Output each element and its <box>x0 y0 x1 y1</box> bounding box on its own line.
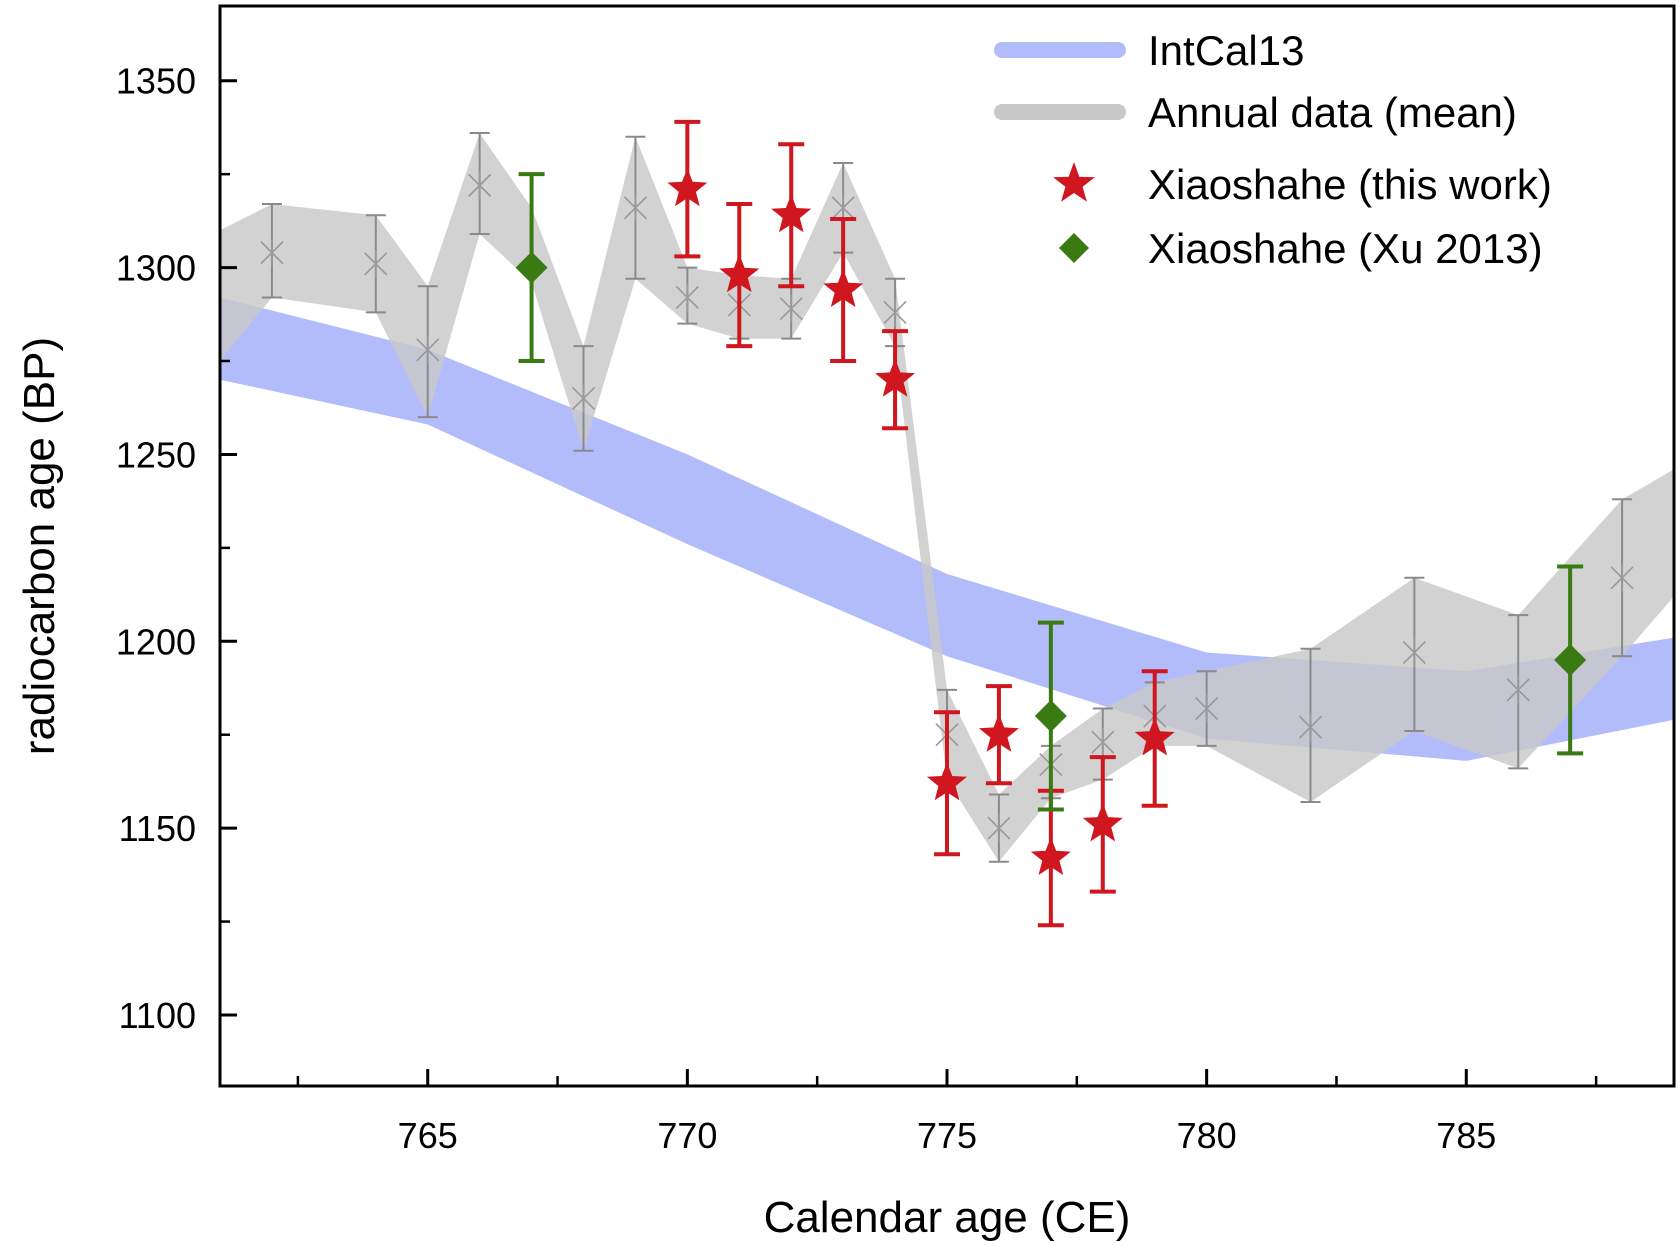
legend-label: Annual data (mean) <box>1148 89 1517 136</box>
y-tick-label: 1100 <box>119 995 196 1036</box>
annual-data-marker <box>1195 694 1219 723</box>
annual-data-marker <box>1610 563 1634 592</box>
x-tick-label: 770 <box>657 1115 717 1156</box>
y-tick-label: 1250 <box>116 434 196 475</box>
star-marker <box>823 269 864 307</box>
y-tick-label: 1150 <box>119 808 196 849</box>
star-marker <box>667 168 708 207</box>
y-tick-label: 1300 <box>116 248 196 289</box>
annual-data-marker <box>1402 638 1426 667</box>
legend-item: IntCal13 <box>994 27 1304 74</box>
legend-item: Xiaoshahe (this work) <box>1053 161 1552 208</box>
diamond-marker <box>515 251 548 284</box>
legend-diamond-icon <box>1059 233 1089 263</box>
star-marker <box>1030 837 1071 875</box>
star-marker <box>771 194 812 233</box>
x-tick-label: 780 <box>1177 1115 1237 1156</box>
legend: IntCal13 Annual data (mean) Xiaoshahe (thi… <box>994 27 1552 272</box>
annual-data-marker <box>623 193 647 222</box>
axis-ticks: 765 770 775 780 785 1100 1150 1200 1250 1300 1350 <box>116 61 1598 1156</box>
annual-data-marker <box>571 384 596 413</box>
star-marker <box>1082 803 1123 842</box>
star-marker <box>719 254 760 293</box>
annual-data-layer <box>220 132 1674 863</box>
annual-data-marker <box>779 294 803 323</box>
annual-data-marker <box>987 814 1011 843</box>
annual-data-marker <box>1506 675 1530 704</box>
annual-data-marker <box>260 238 284 267</box>
x-tick-label: 775 <box>917 1115 977 1156</box>
plot-area <box>220 119 1674 928</box>
diamond-marker <box>1034 700 1067 733</box>
x-tick-label: 785 <box>1436 1115 1496 1156</box>
annual-data-marker <box>468 171 492 200</box>
series-xiaoshahe-xu-2013 <box>515 172 1587 812</box>
star-marker <box>1134 717 1175 756</box>
y-axis-title: radiocarbon age (BP) <box>15 337 64 755</box>
legend-item: Annual data (mean) <box>994 89 1517 136</box>
annual-data-marker <box>883 298 907 327</box>
star-marker <box>875 358 915 397</box>
annual-data-marker <box>416 335 440 364</box>
y-tick-label: 1350 <box>116 61 196 102</box>
legend-item: Xiaoshahe (Xu 2013) <box>1059 225 1543 272</box>
series-xiaoshahe-this-work <box>667 119 1175 928</box>
x-tick-label: 765 <box>398 1115 458 1156</box>
diamond-marker <box>1554 643 1587 676</box>
legend-label: IntCal13 <box>1148 27 1304 74</box>
legend-star-icon <box>1053 162 1095 202</box>
annual-data-marker <box>1298 713 1323 742</box>
annual-data-marker <box>675 283 699 312</box>
y-tick-label: 1200 <box>116 621 196 662</box>
x-axis-title: Calendar age (CE) <box>764 1193 1131 1242</box>
legend-label: Xiaoshahe (Xu 2013) <box>1148 225 1543 272</box>
annual-data-marker <box>364 249 388 278</box>
legend-label: Xiaoshahe (this work) <box>1148 161 1552 208</box>
annual-data-marker <box>1091 728 1115 757</box>
series-layer <box>515 119 1587 928</box>
star-marker <box>979 713 1019 752</box>
star-marker <box>927 762 967 801</box>
